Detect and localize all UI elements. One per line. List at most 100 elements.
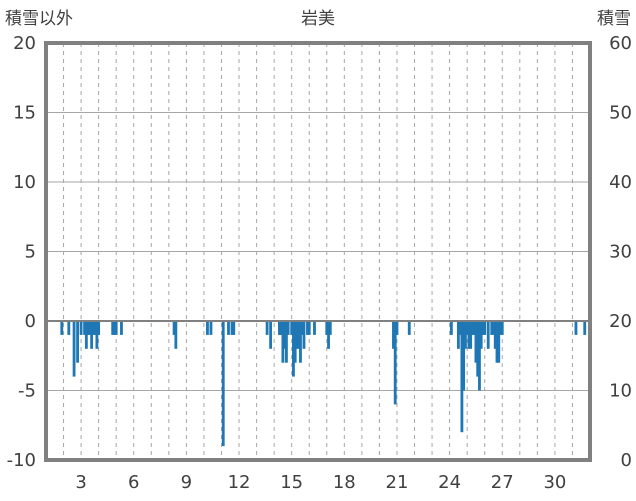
bar-0-38 <box>297 321 301 349</box>
left-axis-title: 積雪以外 <box>5 9 73 29</box>
bar-0-2 <box>72 321 76 377</box>
x-tick-label: 9 <box>181 472 192 493</box>
bar-0-14 <box>111 321 115 335</box>
bar-0-28 <box>277 321 281 335</box>
bar-0-70 <box>490 321 494 335</box>
bar-0-50 <box>395 321 399 335</box>
bar-0-15 <box>113 321 116 335</box>
right-tick-label: 60 <box>609 33 632 54</box>
bar-0-55 <box>460 321 464 433</box>
x-tick-label: 24 <box>438 472 461 493</box>
x-tick-label: 30 <box>543 472 566 493</box>
bar-0-60 <box>469 321 473 349</box>
bar-0-74 <box>497 321 501 363</box>
bar-0-35 <box>292 321 295 377</box>
bar-0-68 <box>483 321 487 335</box>
x-tick-label: 27 <box>491 472 514 493</box>
bar-0-77 <box>574 321 578 335</box>
bar-0-21 <box>209 321 213 335</box>
x-tick-label: 3 <box>75 472 86 493</box>
bar-0-39 <box>299 321 302 363</box>
bar-0-18 <box>172 321 176 335</box>
bar-0-58 <box>465 321 469 335</box>
x-tick-label: 21 <box>386 472 409 493</box>
bar-0-76 <box>500 321 504 335</box>
bar-0-6 <box>84 321 88 349</box>
x-tick-label: 15 <box>280 472 303 493</box>
bar-0-48 <box>392 321 395 349</box>
bar-0-56 <box>462 321 466 391</box>
right-tick-label: 30 <box>609 242 632 263</box>
bar-0-22 <box>221 321 225 447</box>
bar-0-43 <box>307 321 311 335</box>
right-axis-title: 積雪 <box>597 9 631 29</box>
bar-0-36 <box>293 321 297 363</box>
bar-0-8 <box>88 321 92 335</box>
bar-0-11 <box>93 321 97 335</box>
left-tick-label: 15 <box>13 103 36 124</box>
bar-0-5 <box>83 321 87 335</box>
bar-0-53 <box>456 321 460 349</box>
bar-0-1 <box>67 321 71 335</box>
bar-0-66 <box>479 321 483 349</box>
bar-0-67 <box>481 321 485 335</box>
x-axis-ticks: 3 6 9 12 15 18 21 24 27 30 <box>75 472 566 493</box>
bar-0-24 <box>230 321 234 335</box>
right-tick-label: 0 <box>621 450 632 471</box>
bar-0-44 <box>313 321 316 335</box>
left-tick-label: 0 <box>25 311 36 332</box>
bar-0-13 <box>97 321 101 335</box>
bar-0-12 <box>95 321 99 349</box>
bar-0-47 <box>328 321 332 335</box>
x-tick-label: 18 <box>333 472 356 493</box>
bar-0-10 <box>91 321 95 335</box>
bar-0-40 <box>300 321 304 335</box>
left-axis-ticks: 20 15 10 5 0 -5 -10 <box>7 33 36 471</box>
bar-0-46 <box>327 321 330 349</box>
left-tick-label: 5 <box>25 242 36 263</box>
bar-0-26 <box>265 321 269 335</box>
bar-0-71 <box>492 321 495 335</box>
bar-0-52 <box>449 321 453 335</box>
bar-0-4 <box>79 321 83 335</box>
bar-0-63 <box>474 321 478 363</box>
bar-0-54 <box>458 321 462 335</box>
bar-0-61 <box>471 321 474 335</box>
bar-0-78 <box>583 321 587 335</box>
bar-0-9 <box>90 321 94 349</box>
left-tick-label: 10 <box>13 172 36 193</box>
bar-0-29 <box>279 321 283 335</box>
bar-0-25 <box>232 321 236 335</box>
bar-0-3 <box>76 321 80 363</box>
bar-0-33 <box>286 321 290 335</box>
bar-0-75 <box>499 321 502 335</box>
bar-0-16 <box>114 321 118 335</box>
bar-0-32 <box>284 321 288 363</box>
right-tick-label: 20 <box>609 311 632 332</box>
bar-0-0 <box>60 321 64 335</box>
left-tick-label: -5 <box>18 381 36 402</box>
grid <box>46 43 590 460</box>
bar-0-62 <box>472 321 476 335</box>
bar-0-27 <box>269 321 273 349</box>
bar-0-59 <box>467 321 471 349</box>
bar-0-51 <box>407 321 411 335</box>
right-axis-ticks: 60 50 40 30 20 10 0 <box>609 33 632 471</box>
left-tick-label: -10 <box>7 450 36 471</box>
right-tick-label: 50 <box>609 103 632 124</box>
bar-0-30 <box>281 321 285 363</box>
bar-0-34 <box>290 321 294 335</box>
bar-0-65 <box>478 321 481 391</box>
bar-0-20 <box>206 321 209 335</box>
bar-0-45 <box>325 321 329 335</box>
bar-0-49 <box>393 321 397 405</box>
bar-0-41 <box>302 321 306 349</box>
bar-0-64 <box>476 321 480 377</box>
right-tick-label: 40 <box>609 172 632 193</box>
bar-0-19 <box>174 321 178 349</box>
right-tick-label: 10 <box>609 381 632 402</box>
bar-0-69 <box>486 321 490 349</box>
x-tick-label: 6 <box>128 472 139 493</box>
left-tick-label: 20 <box>13 33 36 54</box>
